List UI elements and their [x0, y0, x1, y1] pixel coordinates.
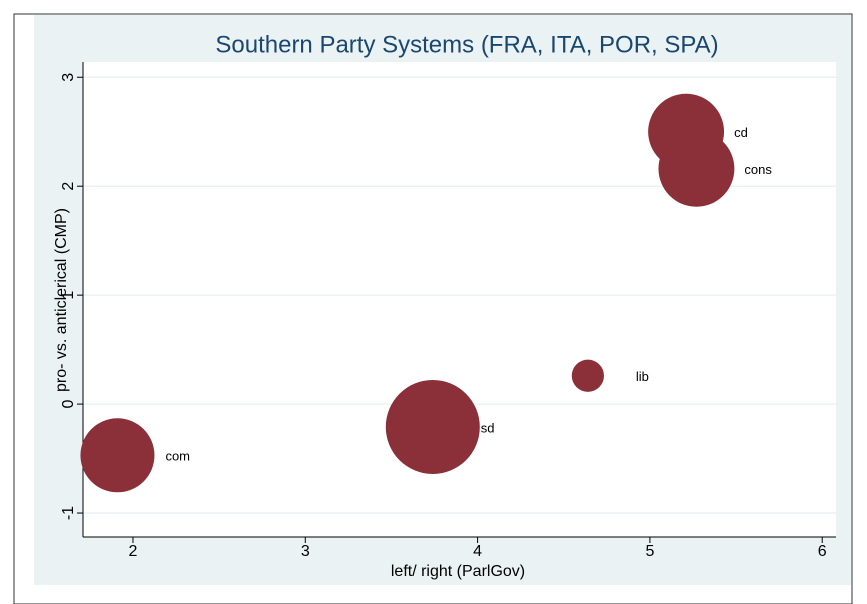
x-tick-label: 3 — [301, 543, 310, 560]
point-label: lib — [636, 369, 649, 384]
y-tick-label: 0 — [60, 400, 77, 409]
x-axis-label: left/ right (ParlGov) — [391, 563, 525, 580]
y-tick-label: 3 — [60, 73, 77, 82]
y-tick-label: -1 — [60, 506, 77, 520]
x-tick-label: 5 — [645, 543, 654, 560]
point-label: cons — [744, 162, 772, 177]
bubble — [571, 359, 604, 392]
point-label: com — [165, 449, 190, 464]
y-tick-label: 1 — [60, 291, 77, 300]
point-label: sd — [481, 420, 495, 435]
x-tick-label: 4 — [473, 543, 482, 560]
y-tick-label: 2 — [60, 182, 77, 191]
bubble — [80, 418, 155, 493]
x-tick-label: 2 — [129, 543, 138, 560]
bubble — [385, 379, 480, 474]
x-tick-label: 6 — [818, 543, 827, 560]
point-label: cd — [734, 125, 748, 140]
chart-title: Southern Party Systems (FRA, ITA, POR, S… — [215, 31, 718, 58]
bubble — [658, 130, 735, 207]
y-axis-label: pro- vs. anticlerical (CMP) — [53, 208, 70, 392]
